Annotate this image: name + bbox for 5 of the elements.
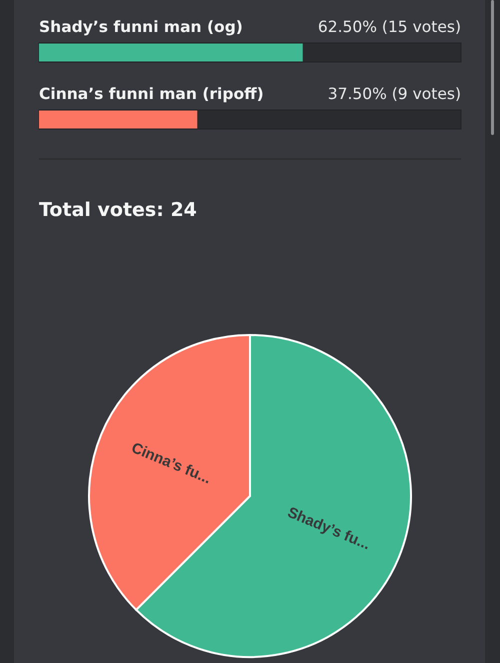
y-tick-label: Shady’s funni man (og) [39, 18, 243, 36]
chart-title: Total votes: 24 [39, 199, 197, 221]
y-tick-label: Cinna’s funni man (ripoff) [39, 85, 264, 103]
data-label: 37.50% (9 votes) [328, 85, 461, 103]
data-label: 62.50% (15 votes) [318, 18, 461, 36]
